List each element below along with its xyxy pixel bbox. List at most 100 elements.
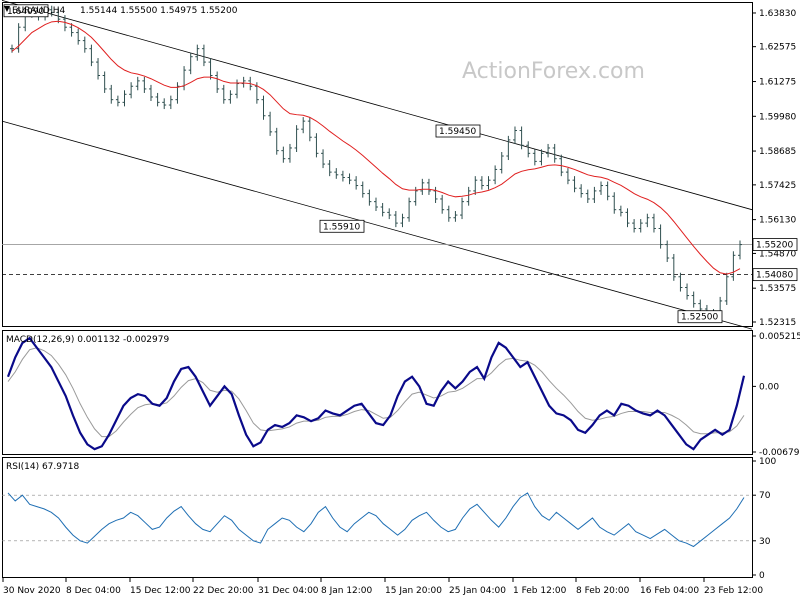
price-annotation-box xyxy=(319,219,365,233)
ohlc-bar xyxy=(506,135,511,161)
x-tick-label: 8 Dec 04:00 xyxy=(66,586,121,596)
main-y-axis: 1.63830 1.62575 1.61275 1.59980 1.58685 1.574… xyxy=(752,9,798,328)
ohlc-bar xyxy=(129,82,134,99)
price-annotation-box xyxy=(677,310,723,324)
ohlc-bar xyxy=(347,173,352,185)
ohlc-bar xyxy=(261,95,266,120)
ohlc-bar xyxy=(321,149,326,169)
y-tick-label: 1.61275 xyxy=(759,78,796,88)
ohlc-bar xyxy=(62,15,67,32)
ohlc-bar xyxy=(115,95,120,107)
ohlc-bar xyxy=(671,253,676,281)
ohlc-bar xyxy=(446,205,451,222)
ohlc-bar xyxy=(327,160,332,177)
ohlc-bar xyxy=(526,141,531,158)
ohlc-bar xyxy=(195,44,200,61)
ohlc-bar xyxy=(651,213,656,233)
x-tick-label: 25 Jan 04:00 xyxy=(449,586,506,596)
ohlc-bar xyxy=(407,197,412,222)
x-tick-label: 23 Feb 12:00 xyxy=(704,586,763,596)
ohlc-bar xyxy=(188,52,193,75)
ohlc-bar xyxy=(645,213,650,228)
ohlc-bar xyxy=(532,149,537,166)
axis-price-tag-label: 1.55200 xyxy=(756,241,793,251)
axis-price-tag: 1.55200 xyxy=(752,238,798,251)
rsi-tick-label: 100 xyxy=(759,457,776,467)
macd-tick-label: 0.00 xyxy=(759,382,779,392)
price-annotation: 1.59450 xyxy=(435,124,481,138)
ohlc-bar xyxy=(552,143,557,163)
chart-header: EURAUD,H4 1.55144 1.55500 1.54975 1.5520… xyxy=(4,6,238,16)
ohlc-bar xyxy=(89,44,94,67)
price-annotation-box xyxy=(3,4,49,18)
ohlc-bar xyxy=(148,84,153,102)
y-tick-label: 1.62575 xyxy=(759,43,796,53)
ohlc-bar xyxy=(420,178,425,195)
rsi-y-axis: 100 70 30 0 xyxy=(752,457,776,581)
price-annotation: 1.52500 xyxy=(677,310,723,324)
ohlc-bar xyxy=(565,168,570,185)
macd-signal-line xyxy=(7,347,745,438)
macd-tick-label: 0.005215 xyxy=(759,332,800,342)
ohlc-bar xyxy=(142,76,147,93)
ohlc-bar xyxy=(268,111,273,136)
ohlc-bar xyxy=(605,181,610,201)
macd-layer xyxy=(6,336,746,451)
ohlc-bar xyxy=(162,98,167,110)
y-tick-label: 1.57425 xyxy=(759,181,796,191)
ohlc-bar xyxy=(215,71,220,93)
ohlc-bar xyxy=(691,291,696,308)
x-tick-label: 8 Feb 20:00 xyxy=(576,586,630,596)
ohlc-bar xyxy=(638,219,643,233)
ohlc-bar xyxy=(135,76,140,91)
ohlc-bar xyxy=(658,224,663,249)
ohlc-bar xyxy=(287,143,292,163)
ohlc-bar xyxy=(76,28,81,45)
ohlc-bar xyxy=(625,208,630,228)
ohlc-bar xyxy=(221,84,226,104)
x-tick-label: 31 Dec 04:00 xyxy=(258,586,319,596)
ohlc-bar xyxy=(618,205,623,217)
ohlc-bar xyxy=(314,133,319,158)
ohlc-bar xyxy=(228,90,233,104)
ohlc-bar xyxy=(109,84,114,104)
ohlc-bar xyxy=(354,176,359,190)
watermark: ActionForex.com xyxy=(462,59,645,84)
ohlc-bar xyxy=(440,194,445,214)
ohlc-bar xyxy=(201,44,206,67)
x-tick-label: 22 Dec 20:00 xyxy=(193,586,254,596)
main-panel-frame xyxy=(2,2,753,327)
ohlc-bar xyxy=(10,44,14,53)
ohlc-bar xyxy=(241,76,246,88)
rsi-title: RSI(14) 67.9718 xyxy=(6,462,79,472)
ohlc-bar xyxy=(539,149,544,166)
ohlc-bar xyxy=(585,189,590,203)
axis-price-tag-box xyxy=(752,238,798,251)
ohlc-bar xyxy=(466,186,471,206)
ohlc-bar xyxy=(274,127,279,155)
ohlc-bar xyxy=(380,202,385,217)
rsi-tick-label: 0 xyxy=(759,571,765,581)
ohlc-bar xyxy=(387,208,392,220)
y-tick-label: 1.52315 xyxy=(759,318,796,328)
ohlc-bar xyxy=(49,5,54,17)
ohlc-bar xyxy=(367,189,372,206)
x-tick-label: 15 Dec 12:00 xyxy=(130,586,191,596)
price-annotation: 1.64090 xyxy=(3,4,49,18)
ohlc-bar xyxy=(665,240,670,263)
macd-title: MACD(12,26,9) 0.001132 -0.002979 xyxy=(6,335,169,345)
ema-line xyxy=(11,20,741,275)
rsi-panel-frame xyxy=(2,457,753,578)
price-annotation-label: 1.59450 xyxy=(439,127,476,137)
y-tick-label: 1.54870 xyxy=(759,249,796,259)
ohlc-bar xyxy=(102,71,107,93)
y-tick-label: 1.58685 xyxy=(759,147,796,157)
axis-price-tag: 1.54080 xyxy=(752,268,798,282)
ohlc-bar xyxy=(486,176,491,190)
price-annotation-label: 1.52500 xyxy=(681,313,718,323)
ohlc-bar xyxy=(334,168,339,179)
price-annotation-label: 1.64090 xyxy=(7,7,44,17)
ohlc-bar xyxy=(168,95,173,110)
ohlc-bar xyxy=(69,23,74,37)
ohlc-bar xyxy=(96,58,101,80)
